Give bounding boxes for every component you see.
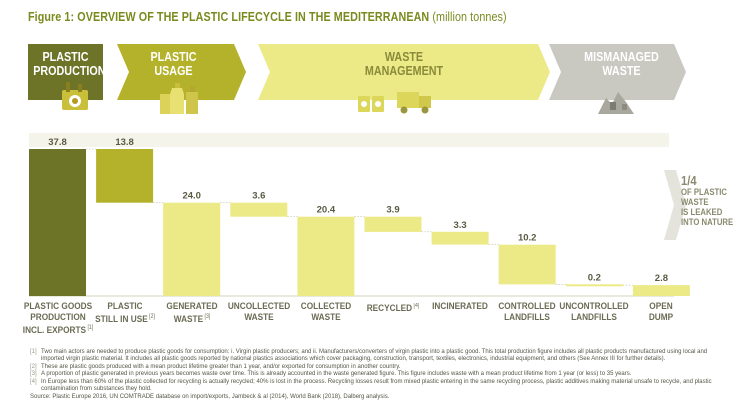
- stage-label: PLASTIC PRODUCTION: [33, 50, 106, 78]
- recycling-bins-icon: [358, 96, 384, 112]
- category-label: PLASTIC GOODS PRODUCTION INCL. EXPORTS [1]: [22, 301, 93, 337]
- stage-plastic-usage: PLASTIC USAGE: [117, 44, 246, 100]
- waterfall-bar: [431, 231, 489, 245]
- footnote: [2] These are plastic goods produced with…: [30, 363, 401, 370]
- footnote: [3] A proportion of plastic generated in …: [30, 371, 632, 378]
- bar-value-label: 13.8: [115, 137, 134, 148]
- category-label: INCINERATED: [432, 301, 488, 312]
- bar-value-label: 3.6: [252, 191, 265, 202]
- leak-arrow: [664, 170, 686, 240]
- chart-header-band: [29, 133, 669, 147]
- stage-arrow-shape: [258, 44, 550, 100]
- category-label: OPEN DUMP: [649, 301, 674, 323]
- annotation-fraction: 1/4: [681, 173, 697, 188]
- waterfall-bar: [163, 202, 221, 296]
- bar-value-label: 2.8: [655, 273, 668, 284]
- waste-pile-icon: [598, 92, 634, 114]
- waterfall-bar: [498, 244, 556, 285]
- category-label: COLLECTED WASTE: [300, 301, 352, 323]
- leak-annotation: 1/4 OF PLASTIC WASTE IS LEAKED INTO NATU…: [681, 173, 734, 227]
- waterfall-bar: [632, 285, 690, 296]
- stage-mismanaged-waste: MISMANAGED WASTE: [549, 44, 686, 100]
- bar-value-label: 0.2: [588, 272, 601, 283]
- bar-value-label: 24.0: [182, 191, 201, 202]
- category-label: PLASTIC STILL IN USE [2]: [94, 301, 155, 326]
- waterfall-chart: 37.8 13.8 24.0 3.6 20.4 3.9 3.3 10.2 0.2 2.8: [29, 133, 690, 297]
- footnote: [4] In Europe less than 60% of the plasti…: [30, 378, 712, 393]
- stage-arrow-shape: [549, 44, 686, 100]
- bar-value-label: 3.9: [386, 205, 399, 216]
- category-label: UNCONTROLLED LANDFILLS: [559, 301, 629, 323]
- stage-arrow-shape: [117, 44, 246, 100]
- stage-label: WASTE MANAGEMENT: [364, 50, 444, 78]
- category-label: RECYCLED [4]: [366, 303, 420, 315]
- factory-icon: [62, 82, 88, 110]
- waterfall-bar: [29, 149, 86, 296]
- stage-waste-management: WASTE MANAGEMENT: [258, 44, 550, 100]
- category-label: UNCOLLECTED WASTE: [227, 301, 290, 323]
- stage-label: MISMANAGED WASTE: [584, 50, 659, 78]
- waterfall-bar: [297, 216, 355, 296]
- footnotes: [1] Two main actors are needed to produce…: [30, 349, 730, 401]
- source-note: Source: Plastic Europe 2016, UN COMTRADE…: [30, 393, 390, 400]
- category-label: GENERATED WASTE [3]: [166, 301, 218, 326]
- stage-label: PLASTIC USAGE: [150, 50, 197, 78]
- bar-value-label: 3.3: [453, 220, 466, 231]
- waterfall-bar: [364, 216, 422, 232]
- garbage-truck-icon: [397, 92, 431, 114]
- stage-plastic-production: PLASTIC PRODUCTION: [28, 44, 106, 100]
- plastic-bottles-icon: [160, 83, 198, 114]
- bar-value-label: 20.4: [317, 205, 336, 216]
- bar-value-label: 10.2: [518, 233, 537, 244]
- footnote: [1] Two main actors are needed to produce…: [30, 349, 708, 363]
- category-label: CONTROLLED LANDFILLS: [498, 301, 556, 323]
- figure-unit: (million tonnes): [432, 10, 507, 24]
- waterfall-bar: [230, 202, 288, 217]
- waterfall-bar: [96, 149, 154, 203]
- stage-arrow-shape: [28, 44, 103, 100]
- figure-title-text: Figure 1: OVERVIEW OF THE PLASTIC LIFECY…: [28, 10, 430, 24]
- bar-value-label: 37.8: [48, 137, 67, 148]
- waterfall-bar: [565, 284, 623, 287]
- figure-title: Figure 1: OVERVIEW OF THE PLASTIC LIFECY…: [28, 10, 507, 24]
